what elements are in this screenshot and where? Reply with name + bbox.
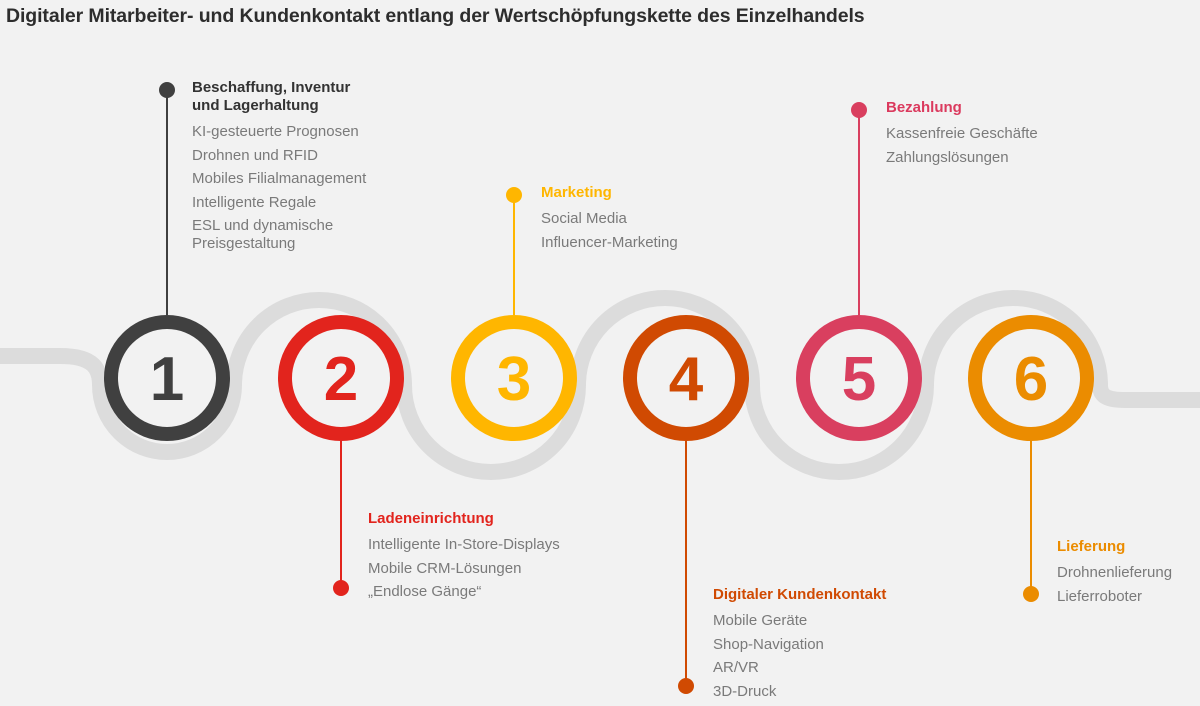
step-4-item: AR/VR [713,659,759,676]
step-2-connector-dot [333,580,349,596]
step-4-item: Shop-Navigation [713,635,824,653]
step-1-item: Drohnen und RFID [192,146,318,164]
step-6-label: Lieferung Drohnenlieferung Lieferroboter [1057,538,1172,611]
step-4-item: 3D-Druck [713,682,777,700]
step-6-ring [968,315,1094,441]
step-4-connector-dot [678,678,694,694]
step-1-item: Mobiles Filialmanagement [192,170,367,187]
step-1-ring [104,315,230,441]
step-1-item: ESL und dynamische Preisgestaltung [192,217,334,252]
step-2-ring [278,315,404,441]
step-1-connector-dot [159,82,175,98]
step-3-heading: Marketing [541,184,612,201]
step-5-number: 5 [842,345,876,414]
diagram-title: Digitaler Mitarbeiter- und Kundenkontakt… [6,5,865,27]
step-2-heading: Ladeneinrichtung [368,510,494,527]
step-2-number: 2 [324,345,358,414]
step-1-label: Beschaffung, Inventur und Lagerhaltung K… [192,79,366,259]
step-4-heading: Digitaler Kundenkontakt [713,586,887,603]
step-6-heading: Lieferung [1057,538,1126,555]
step-5-connector-dot [851,102,867,118]
step-5-item: Zahlungslösungen [886,148,1009,166]
step-6-number: 6 [1014,345,1048,414]
step-2-label: Ladeneinrichtung Intelligente In-Store-D… [368,510,560,607]
step-4-item: Mobile Geräte [713,612,808,629]
track-path [0,290,1200,480]
step-3-item: Influencer-Marketing [541,233,678,251]
step-5-item: Kassenfreie Geschäfte [886,125,1038,142]
step-6-item: Drohnenlieferung [1057,564,1173,581]
step-3-item: Social Media [541,210,627,227]
step-2-item: Intelligente In-Store-Displays [368,536,560,553]
step-2-item: Mobile CRM-Lösungen [368,559,522,577]
step-5-label: Bezahlung Kassenfreie Geschäfte Zahlungs… [886,99,1038,172]
step-3-number: 3 [497,345,531,414]
step-4-label: Digitaler Kundenkontakt Mobile Geräte Sh… [713,586,886,706]
step-3-label: Marketing Social Media Influencer-Market… [541,184,678,257]
step-6-connector-dot [1023,586,1039,602]
step-4-ring [623,315,749,441]
step-1-number: 1 [150,345,184,414]
step-3-connector-dot [506,187,522,203]
step-1-heading: Beschaffung, Inventur und Lagerhaltung [192,79,351,114]
step-1-item: Intelligente Regale [192,193,317,211]
step-5-heading: Bezahlung [886,99,962,116]
step-6-item: Lieferroboter [1057,587,1143,605]
step-4-number: 4 [669,345,704,414]
step-3-ring [451,315,577,441]
step-2-item: „Endlose Gänge“ [368,583,482,600]
step-5-ring [796,315,922,441]
step-1-item: KI-gesteuerte Prognosen [192,123,359,140]
